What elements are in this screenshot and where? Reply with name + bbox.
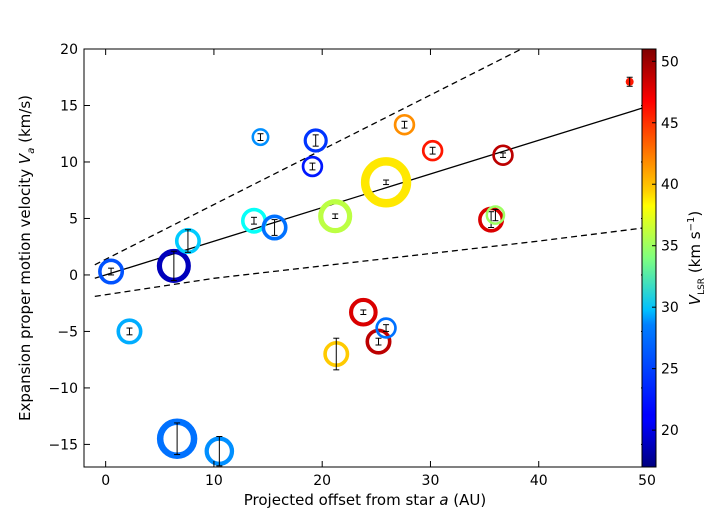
error-bar-17 xyxy=(383,324,390,332)
data-point-14 xyxy=(349,297,378,327)
y-tick-label-20: 20 xyxy=(60,42,78,58)
x-tick-label-10: 10 xyxy=(205,473,223,489)
colorbar-tick-label-45: 45 xyxy=(661,116,679,132)
data-point-8 xyxy=(251,128,270,147)
data-point-18 xyxy=(393,113,416,136)
data-point-19 xyxy=(421,139,444,162)
error-bar-23 xyxy=(626,76,633,87)
colorbar-tick-label-20: 20 xyxy=(661,423,679,439)
colorbar-tick-label-50: 50 xyxy=(661,54,679,70)
error-bar-10 xyxy=(309,162,316,171)
x-tick-label-30: 30 xyxy=(422,473,440,489)
error-bar-2 xyxy=(126,327,133,336)
error-bar-6 xyxy=(216,435,223,467)
error-bar-22 xyxy=(500,152,507,158)
y-tick-label-10: 10 xyxy=(60,155,78,171)
error-bar-1 xyxy=(108,267,115,276)
colorbar-tick-label-30: 30 xyxy=(661,300,679,316)
data-point-21 xyxy=(485,205,506,225)
data-point-12 xyxy=(318,199,353,234)
data-point-22 xyxy=(492,144,514,166)
data-point-17 xyxy=(375,317,397,339)
data-point-9 xyxy=(261,214,288,241)
y-tick-label--15: −15 xyxy=(48,437,78,453)
error-bar-16 xyxy=(383,179,390,186)
error-bar-9 xyxy=(271,219,278,236)
error-bar-7 xyxy=(250,216,257,225)
y-tick-label--10: −10 xyxy=(48,381,78,397)
error-bar-3 xyxy=(170,250,177,282)
data-point-11 xyxy=(303,128,328,153)
data-point-15 xyxy=(365,328,392,355)
y-tick-label-0: 0 xyxy=(69,268,78,284)
error-bar-13 xyxy=(333,337,340,371)
error-bar-11 xyxy=(312,134,319,147)
x-tick-label-20: 20 xyxy=(313,473,331,489)
error-bar-20 xyxy=(488,211,495,228)
y-tick-label--5: −5 xyxy=(57,324,78,340)
x-tick-label-40: 40 xyxy=(530,473,548,489)
fit-line-lower-bound xyxy=(94,226,647,298)
colorbar xyxy=(641,48,657,468)
data-point-5 xyxy=(156,418,198,459)
colorbar-tick-label-40: 40 xyxy=(661,177,679,193)
error-bar-14 xyxy=(360,309,367,315)
x-tick-label-0: 0 xyxy=(101,473,110,489)
y-tick-label-5: 5 xyxy=(69,211,78,227)
data-point-1 xyxy=(98,258,125,285)
colorbar-label: VLSR (km s−1) xyxy=(686,211,707,305)
x-axis-label: Projected offset from star a (AU) xyxy=(244,491,486,509)
data-point-10 xyxy=(301,155,324,178)
error-bar-8 xyxy=(257,133,264,142)
error-bar-5 xyxy=(174,422,181,456)
error-bar-12 xyxy=(332,213,339,219)
plot-frame xyxy=(83,48,648,468)
colorbar-tick-label-35: 35 xyxy=(661,239,679,255)
error-bar-18 xyxy=(401,120,408,129)
error-bar-19 xyxy=(429,146,436,155)
error-bar-4 xyxy=(184,229,191,253)
error-bar-21 xyxy=(492,208,499,222)
y-axis-label: Expansion proper motion velocity Va (km/… xyxy=(16,95,37,421)
error-bar-15 xyxy=(375,337,382,346)
y-tick-label-15: 15 xyxy=(60,98,78,114)
colorbar-tick-label-25: 25 xyxy=(661,362,679,378)
x-tick-label-50: 50 xyxy=(638,473,656,489)
data-point-16 xyxy=(360,157,412,208)
data-point-2 xyxy=(116,318,143,345)
